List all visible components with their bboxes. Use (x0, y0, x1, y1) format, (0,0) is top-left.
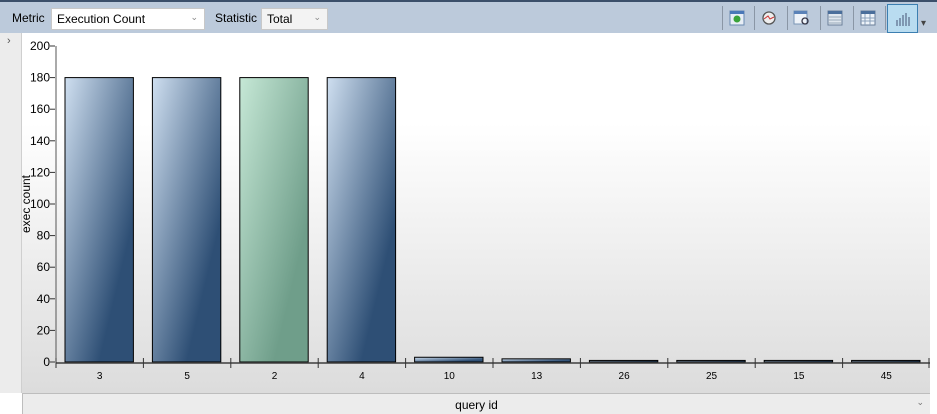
toolbar-overflow-icon[interactable]: ▾ (921, 18, 927, 29)
x-tick-label: 10 (444, 371, 456, 382)
table-button[interactable] (855, 5, 881, 31)
y-tick-label: 160 (30, 102, 50, 116)
bar-10[interactable] (414, 356, 484, 363)
bar-45[interactable] (851, 359, 921, 363)
bar-2[interactable] (239, 77, 309, 363)
x-tick-label: 13 (531, 371, 543, 382)
statistic-dropdown[interactable]: Total ⌄ (261, 8, 328, 30)
x-axis-label: query id (455, 398, 498, 412)
metric-value: Execution Count (57, 12, 146, 26)
chevron-right-icon: › (7, 35, 11, 47)
bar-chart: exec count 0 20 40 60 80 100 120 140 160 180 200 3 5 2… (19, 33, 930, 393)
x-tick-label: 5 (184, 371, 190, 382)
bar-13[interactable] (501, 358, 571, 363)
tracking-button[interactable] (756, 5, 782, 31)
y-tick-label: 180 (30, 71, 50, 85)
chart-button[interactable] (887, 4, 918, 33)
y-axis-label: exec count (22, 174, 33, 233)
collapse-panel-button[interactable]: › (0, 33, 22, 393)
bar-26[interactable] (588, 359, 659, 363)
refresh-button[interactable] (724, 5, 750, 31)
x-tick-label: 45 (881, 371, 893, 382)
grid-button[interactable] (822, 5, 848, 31)
x-tick-label: 4 (359, 371, 365, 382)
y-tick-label: 80 (37, 229, 51, 243)
bar-25[interactable] (676, 359, 746, 363)
y-tick-label: 100 (30, 197, 50, 211)
y-tick-label: 60 (37, 260, 51, 274)
x-tick-label: 26 (619, 371, 631, 382)
tracking-icon (762, 11, 776, 25)
bar-4[interactable] (326, 77, 397, 363)
y-tick-label: 120 (30, 165, 50, 179)
view-query-button[interactable] (789, 5, 815, 31)
statistic-value: Total (267, 12, 293, 26)
grid-icon (827, 10, 843, 26)
toolbar: Metric Execution Count ⌄ Statistic Total… (0, 0, 937, 33)
metric-label: Metric (12, 11, 45, 25)
view-query-icon (793, 10, 809, 25)
bar-3[interactable] (64, 77, 134, 363)
x-tick-label: 25 (706, 371, 718, 382)
chevron-down-icon: ⌄ (313, 12, 321, 22)
chart-icon (895, 12, 910, 26)
refresh-icon (729, 10, 745, 26)
x-axis-dropdown[interactable]: query id ⌄ (22, 393, 930, 414)
x-tick-label: 3 (97, 371, 103, 382)
y-tick-label: 20 (37, 323, 51, 337)
y-tick-label: 0 (43, 355, 50, 369)
y-tick-label: 40 (37, 292, 51, 306)
table-icon (860, 10, 876, 26)
bar-5[interactable] (151, 77, 222, 363)
chevron-down-icon: ⌄ (916, 397, 924, 407)
x-tick-label: 2 (272, 371, 278, 382)
bar-15[interactable] (763, 359, 834, 363)
chevron-down-icon: ⌄ (190, 12, 198, 22)
x-tick-label: 15 (793, 371, 805, 382)
y-tick-label: 140 (30, 134, 50, 148)
y-tick-label: 200 (30, 39, 50, 53)
metric-dropdown[interactable]: Execution Count ⌄ (51, 8, 205, 30)
statistic-label: Statistic (215, 11, 258, 25)
